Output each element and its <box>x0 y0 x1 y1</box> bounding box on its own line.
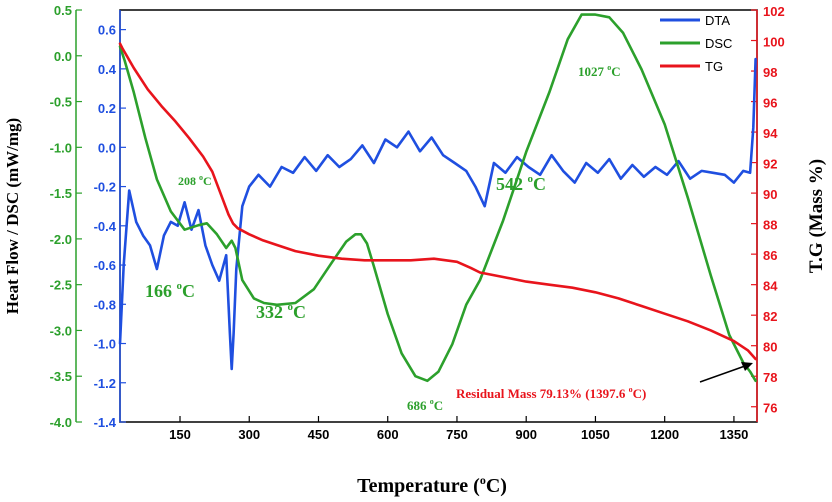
ticks-layer: 150 300 450 600 750 900 1050 1200 1350 -4.0 -3.5 -3… <box>50 3 785 442</box>
x-tick-label-150: 150 <box>169 427 191 442</box>
series-line-tg <box>118 42 757 361</box>
legend-label-dta: DTA <box>705 13 730 28</box>
dta-tick-label--0.4: -0.4 <box>94 219 117 234</box>
x-tick-label-900: 900 <box>515 427 537 442</box>
dsc-tick-label-0: 0.0 <box>54 49 72 64</box>
series-layer <box>118 13 757 383</box>
dsc-tick-label--3.5: -3.5 <box>50 369 72 384</box>
tg-tick-label-98: 98 <box>763 65 777 80</box>
dta-tick-label--0.8: -0.8 <box>94 297 116 312</box>
dta-tick-label-0.6: 0.6 <box>98 23 116 38</box>
tg-tick-label-94: 94 <box>763 126 778 141</box>
dsc-tick-label--2.5: -2.5 <box>50 278 72 293</box>
dsc-tick-label--2: -2.0 <box>50 232 72 247</box>
dta-tick-label--1: -1.0 <box>94 337 116 352</box>
residual-arrow-head <box>741 362 753 371</box>
dta-tick-label--0.2: -0.2 <box>94 180 116 195</box>
x-tick-label-750: 750 <box>446 427 468 442</box>
left-axis-title: Heat Flow / DSC (mW/mg) <box>3 118 22 314</box>
right-axis-title: T.G (Mass %) <box>806 159 827 273</box>
dta-tick-label--1.2: -1.2 <box>94 376 116 391</box>
tg-tick-label-76: 76 <box>763 401 777 416</box>
dta-tick-label--1.4: -1.4 <box>94 415 117 430</box>
tg-tick-label-78: 78 <box>763 370 777 385</box>
annotation-1027c: 1027 oC <box>578 63 621 79</box>
annotation-residual-mass: Residual Mass 79.13% (1397.6 oC) <box>456 385 646 401</box>
legend: DTA DSC TG <box>660 13 732 74</box>
tg-tick-label-90: 90 <box>763 187 777 202</box>
x-tick-label-450: 450 <box>308 427 330 442</box>
annotation-208c: 208 oC <box>178 173 212 188</box>
series-line-dta <box>118 57 757 371</box>
dta-tick-label--0.6: -0.6 <box>94 258 116 273</box>
dsc-tick-label--3: -3.0 <box>50 323 72 338</box>
series-line-dsc <box>118 13 757 383</box>
tg-tick-label-92: 92 <box>763 157 777 172</box>
x-tick-label-600: 600 <box>377 427 399 442</box>
legend-label-dsc: DSC <box>705 36 732 51</box>
dsc-tick-label--4: -4.0 <box>50 415 72 430</box>
tg-tick-label-86: 86 <box>763 248 777 263</box>
residual-arrow-line <box>699 365 746 383</box>
x-axis-title: Temperature (oC) <box>357 473 507 497</box>
tg-tick-label-88: 88 <box>763 218 777 233</box>
x-tick-label-300: 300 <box>238 427 260 442</box>
tg-tick-label-80: 80 <box>763 340 777 355</box>
dsc-tick-label--1: -1.0 <box>50 140 72 155</box>
tg-tick-label-100: 100 <box>763 35 785 50</box>
annotation-686c: 686 oC <box>407 397 443 413</box>
dta-tick-label-0.4: 0.4 <box>98 62 117 77</box>
annotation-332c: 332 oC <box>256 301 306 322</box>
tg-tick-label-84: 84 <box>763 279 778 294</box>
dta-tick-label-0.2: 0.2 <box>98 101 116 116</box>
dsc-tick-label--1.5: -1.5 <box>50 186 72 201</box>
legend-label-tg: TG <box>705 59 723 74</box>
annotation-542c: 542 oC <box>496 173 546 194</box>
x-tick-label-1200: 1200 <box>650 427 679 442</box>
annotation-166c: 166 oC <box>145 280 195 301</box>
tg-tick-label-96: 96 <box>763 96 777 111</box>
dsc-tick-label-0.5: 0.5 <box>54 3 72 18</box>
tg-tick-label-82: 82 <box>763 309 777 324</box>
plot-frame <box>119 9 758 423</box>
dsc-tick-label--0.5: -0.5 <box>50 95 72 110</box>
x-tick-label-1350: 1350 <box>719 427 748 442</box>
tg-tick-label-102: 102 <box>763 4 785 19</box>
x-tick-label-1050: 1050 <box>581 427 610 442</box>
dta-tick-label-0: 0.0 <box>98 140 116 155</box>
